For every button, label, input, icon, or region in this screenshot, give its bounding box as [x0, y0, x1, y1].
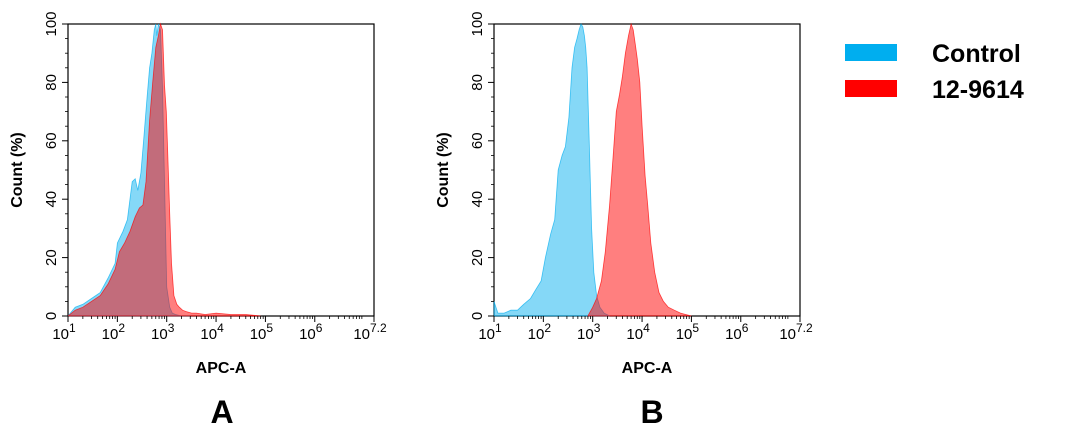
panel-a-y-tick-label: 0	[43, 312, 60, 320]
legend-label-control: Control	[932, 40, 1021, 68]
panel-a-y-tick-label: 40	[43, 191, 60, 208]
panel-b-y-tick-label: 0	[469, 312, 486, 320]
panel-a-series-12-9614	[66, 22, 261, 317]
panel-a-x-tick-label: 105	[250, 321, 274, 343]
panel-b-y-tick-label: 60	[469, 132, 486, 149]
legend-label-12-9614: 12-9614	[932, 76, 1024, 104]
panel-a-y-tick-label: 20	[43, 249, 60, 266]
panel-a-y-tick-label: 80	[43, 74, 60, 91]
panel-b-x-axis-label: APC-A	[622, 360, 673, 377]
panel-b-x-tick-label: 103	[577, 321, 601, 343]
panel-b-x-tick-label: 102	[528, 321, 552, 343]
panel-a-x-tick-label: 104	[200, 321, 224, 343]
legend-swatch-control	[845, 44, 897, 61]
panel-b-y-tick-label: 20	[469, 249, 486, 266]
panel-a-y-axis-label: Count (%)	[9, 132, 26, 208]
panel-b-x-tick-label: 106	[725, 321, 749, 343]
legend: Control 12-9614	[845, 40, 1024, 104]
panel-a-chart: 0 20 40 60 80 100 101 102 103 104 105 106 107.2 APC-…	[9, 11, 387, 430]
panel-b-y-axis-label: Count (%)	[435, 132, 452, 208]
legend-swatch-12-9614	[845, 80, 897, 97]
panel-a-y-tick-label: 100	[43, 11, 60, 36]
panel-b-series	[493, 22, 692, 317]
panel-b-letter: B	[640, 394, 663, 430]
panel-b-x-tick-label: 104	[626, 321, 650, 343]
panel-b-chart: 0 20 40 60 80 100 101 102 103 104 105 106 107.2 APC-…	[435, 11, 813, 430]
panel-a-axes: 0 20 40 60 80 100 101 102 103 104 105 106 107.2	[43, 11, 387, 343]
panel-a-series	[66, 22, 261, 317]
panel-a-x-tick-label: 102	[102, 321, 126, 343]
panel-a-x-tick-label: 101	[52, 321, 76, 343]
panel-a-x-tick-label: 106	[299, 321, 323, 343]
panel-a-x-tick-label: 107.2	[353, 321, 387, 343]
panel-b-y-tick-label: 80	[469, 74, 486, 91]
panel-b-y-tick-label: 40	[469, 191, 486, 208]
panel-a-letter: A	[210, 394, 233, 430]
panel-b-x-tick-label: 101	[478, 321, 502, 343]
panel-a-x-axis-label: APC-A	[196, 360, 247, 377]
panel-b-x-tick-label: 107.2	[779, 321, 813, 343]
panel-a-x-tick-label: 103	[151, 321, 175, 343]
panel-b-series-control	[493, 23, 610, 317]
panel-b-series-12-9614	[587, 22, 692, 317]
panel-b-y-tick-label: 100	[469, 11, 486, 36]
panel-b-x-tick-label: 105	[676, 321, 700, 343]
panel-a-y-tick-label: 60	[43, 132, 60, 149]
panel-b-axes: 0 20 40 60 80 100 101 102 103 104 105 106 107.2	[469, 11, 813, 343]
